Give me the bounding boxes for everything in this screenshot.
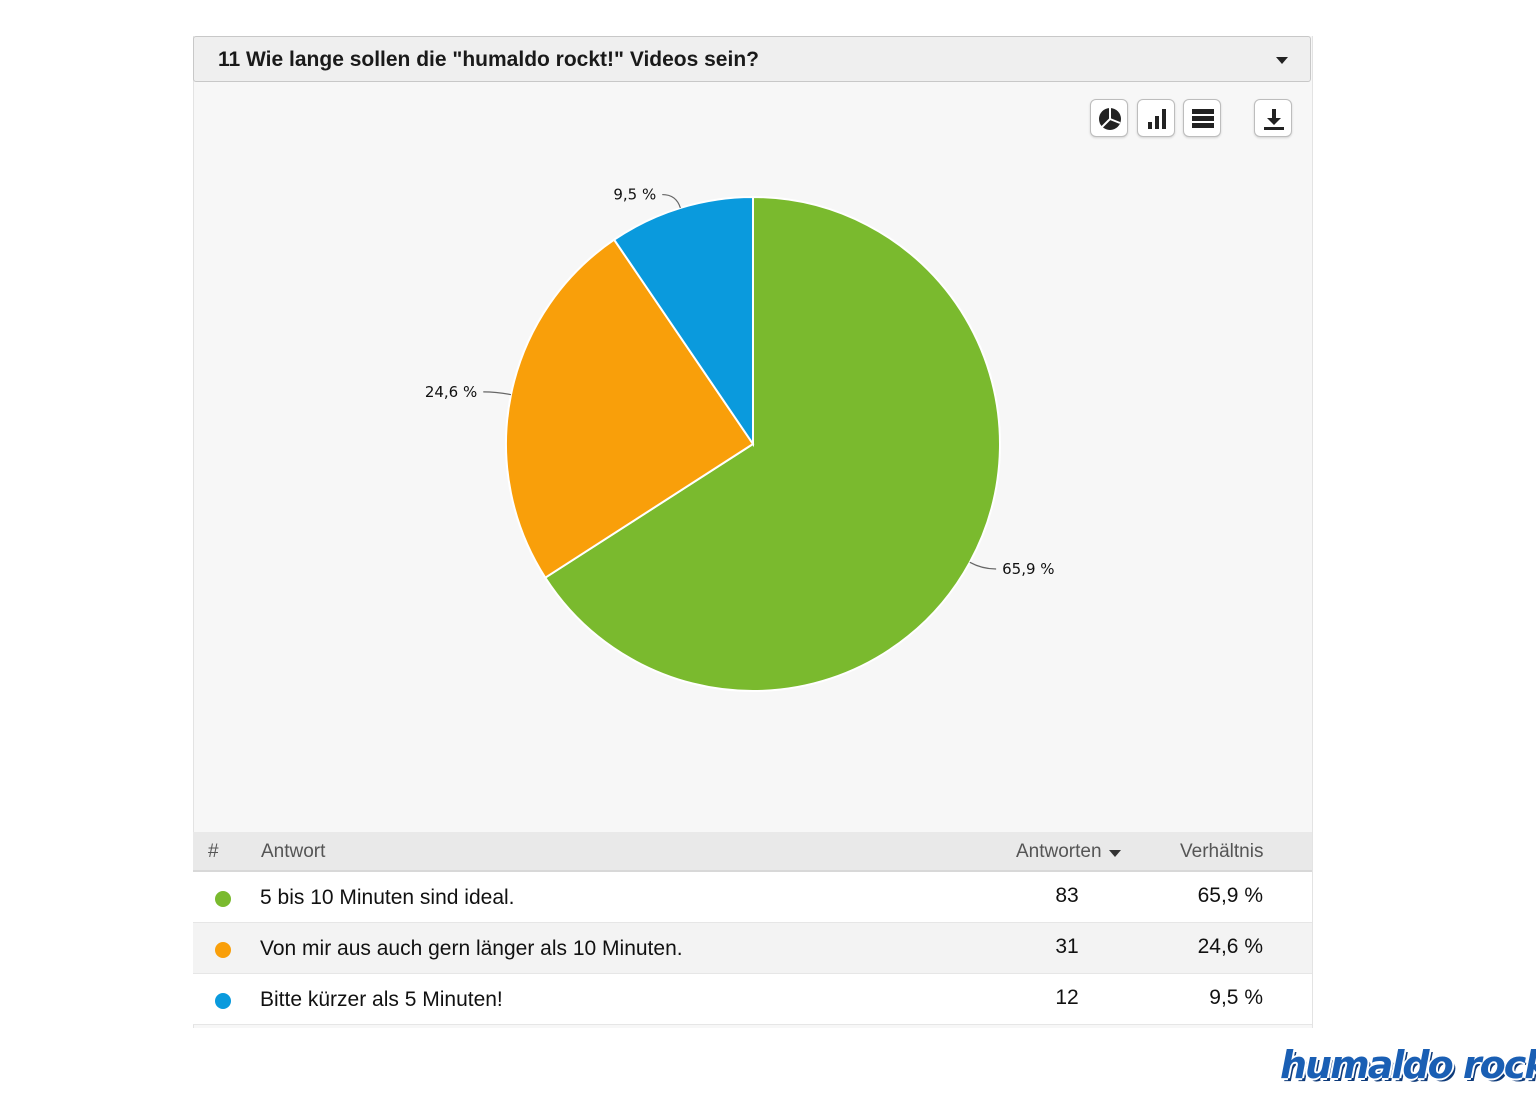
answer-header: Antwort [261,841,326,862]
answer-text: 5 bis 10 Minuten sind ideal. [260,886,515,909]
index-header: # [208,841,219,862]
table-view-icon [1192,109,1214,128]
answer-ratio: 9,5 % [1209,986,1263,1009]
answer-count: 83 [1055,884,1079,907]
pie-data-label: 24,6 % [425,383,477,401]
count-header: Antworten [1016,841,1102,862]
answer-ratio: 65,9 % [1197,884,1263,907]
pie-leader-line [969,561,997,570]
table-view-button[interactable] [1183,99,1221,137]
count-header-sort[interactable]: Antworten [1016,841,1121,863]
pie-data-label: 65,9 % [1002,560,1054,578]
pie-chart-button[interactable] [1090,99,1128,137]
table-row: Von mir aus auch gern länger als 10 Minu… [193,923,1312,974]
pie-leader-line [483,391,512,396]
answer-count: 12 [1055,986,1079,1009]
legend-dot [215,942,231,958]
table-row: Bitte kürzer als 5 Minuten! 12 9,5 % [193,974,1312,1025]
question-header[interactable]: 11 Wie lange sollen die "humaldo rockt!"… [193,36,1311,82]
table-body: 5 bis 10 Minuten sind ideal. 83 65,9 % V… [193,872,1312,1025]
bar-chart-icon [1148,109,1166,129]
results-table: # Antwort Antworten Verhältnis 5 bis 10 … [193,832,1312,1025]
pie-data-label: 9,5 % [613,186,656,204]
ratio-header: Verhältnis [1180,841,1264,862]
humaldo-logo: humaldo rockt! [1280,1043,1536,1087]
table-header: # Antwort Antworten Verhältnis [193,832,1312,872]
bar-chart-button[interactable] [1137,99,1175,137]
download-icon [1264,109,1284,130]
pie-chart-icon [1099,108,1121,130]
pie-chart: 65,9 % 24,6 % 9,5 % [425,186,1055,692]
answer-count: 31 [1055,935,1079,958]
sort-caret-icon[interactable] [1108,850,1121,857]
chevron-down-icon[interactable] [1276,57,1288,64]
question-title: 11 Wie lange sollen die "humaldo rockt!"… [218,48,759,71]
answer-text: Von mir aus auch gern länger als 10 Minu… [260,937,683,960]
table-row: 5 bis 10 Minuten sind ideal. 83 65,9 % [193,872,1312,923]
pie-leader-line [662,193,681,209]
download-button[interactable] [1254,99,1292,137]
legend-dot [215,993,231,1009]
answer-text: Bitte kürzer als 5 Minuten! [260,988,503,1011]
answer-ratio: 24,6 % [1197,935,1263,958]
pie-slice[interactable] [543,195,1001,692]
legend-dot [215,891,231,907]
